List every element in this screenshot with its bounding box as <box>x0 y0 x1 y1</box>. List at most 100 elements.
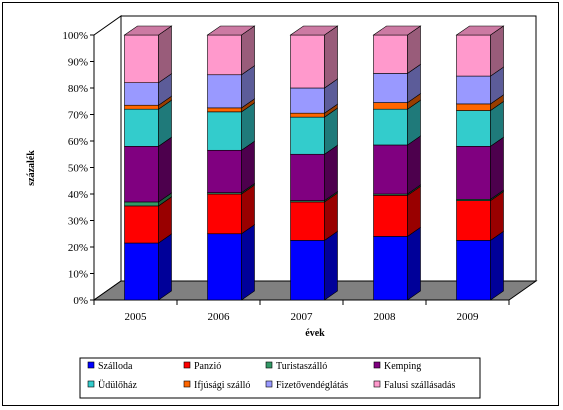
legend-swatch <box>87 380 95 388</box>
legend-item: Szálloda <box>87 361 133 372</box>
bar-front <box>207 107 242 113</box>
legend-box <box>79 357 481 399</box>
bar-segment <box>455 25 505 77</box>
y-tick-label: 100% <box>62 30 88 42</box>
bar-segment <box>373 99 421 146</box>
legend-label: Ifjúsági szálló <box>194 380 250 391</box>
legend-swatch <box>183 380 191 388</box>
legend-swatch <box>265 361 273 369</box>
legend-item: Ifjúsági szálló <box>183 380 250 391</box>
bar-front <box>290 34 325 89</box>
legend-label: Üdülőház <box>98 379 137 391</box>
y-tick-label: 60% <box>68 136 88 148</box>
bar-front <box>373 73 408 103</box>
bar-front <box>124 205 159 244</box>
legend-item: Kemping <box>373 361 421 372</box>
bar-segment <box>124 99 172 147</box>
bar-front <box>207 34 242 76</box>
bar-top <box>123 25 173 36</box>
bar-segment <box>290 107 338 155</box>
bar-segment <box>123 25 173 84</box>
bar-segment <box>372 25 422 74</box>
bar-side <box>158 233 172 301</box>
bar-front <box>456 200 491 241</box>
bar-front <box>290 116 325 155</box>
bar-front <box>290 240 325 301</box>
bar-front <box>207 149 242 193</box>
y-tick-label: 40% <box>68 189 88 201</box>
bar-segment <box>373 63 421 104</box>
bar-front <box>456 240 491 301</box>
x-tick-label: 2006 <box>208 311 231 323</box>
y-tick-label: 80% <box>68 83 88 95</box>
x-tick-label: 2009 <box>457 311 480 323</box>
bar-side <box>324 230 338 301</box>
x-axis-title: évek <box>305 328 325 339</box>
bar-segment <box>207 184 255 235</box>
bar-segment <box>456 191 504 241</box>
bar-front <box>207 233 242 301</box>
bar-top <box>206 25 256 36</box>
bar-side <box>490 136 504 200</box>
legend-swatch <box>373 380 381 388</box>
bar-segment <box>207 102 255 151</box>
bar-side <box>324 25 338 89</box>
bar-front <box>124 82 159 106</box>
bar-front <box>456 110 491 147</box>
legend-label: Kemping <box>384 361 421 372</box>
bar-top <box>372 25 422 36</box>
bar-front <box>124 104 159 110</box>
y-axis-title: százalék <box>26 150 37 186</box>
y-tick-label: 0% <box>73 295 88 307</box>
bar-front <box>290 87 325 114</box>
bar-segment <box>373 135 421 195</box>
x-tick-label: 2007 <box>291 311 314 323</box>
bar-front <box>373 108 408 146</box>
legend-label: Falusi szállásadás <box>384 380 455 391</box>
y-tick-label: 70% <box>68 110 88 122</box>
bar-front <box>124 201 159 207</box>
bar-side <box>324 144 338 202</box>
legend-item: Falusi szállásadás <box>373 380 455 391</box>
bar-front <box>373 195 408 237</box>
legend-swatch <box>183 361 191 369</box>
bar-segment <box>206 25 256 76</box>
bar-front <box>373 102 408 110</box>
bar-front <box>456 75 491 105</box>
bar-front <box>124 34 159 84</box>
bar-front <box>207 193 242 235</box>
bar-front <box>373 34 408 74</box>
bar-segment <box>373 226 421 301</box>
bar-side <box>158 136 172 203</box>
bar-front <box>373 236 408 301</box>
y-tick-label: 50% <box>68 163 88 175</box>
legend-item: Fizetővendéglátás <box>265 380 348 391</box>
legend-label: Szálloda <box>98 361 133 372</box>
bar-segment <box>456 100 504 147</box>
bar-segment <box>207 140 255 194</box>
bar-segment <box>373 185 421 237</box>
legend-swatch <box>87 361 95 369</box>
bar-side <box>407 135 421 195</box>
x-tick-label: 2008 <box>374 311 397 323</box>
bar-segment <box>124 136 172 203</box>
bar-front <box>124 242 159 301</box>
bar-front <box>124 108 159 147</box>
bar-side <box>407 226 421 301</box>
bar-front <box>456 103 491 111</box>
bar-front <box>456 34 491 77</box>
x-tick-label: 2005 <box>125 311 148 323</box>
bar-segment <box>207 65 255 109</box>
legend-label: Fizetővendéglátás <box>276 380 348 391</box>
y-tick-label: 10% <box>68 269 88 281</box>
legend-item: Üdülőház <box>87 379 137 391</box>
bar-front <box>290 201 325 241</box>
bar-segment <box>124 73 172 106</box>
bar-segment <box>456 230 504 301</box>
bar-segment <box>290 144 338 202</box>
bars <box>123 25 505 301</box>
bar-side <box>241 224 255 301</box>
bar-segment <box>207 224 255 301</box>
legend-swatch <box>265 380 273 388</box>
bar-segment <box>289 25 339 89</box>
